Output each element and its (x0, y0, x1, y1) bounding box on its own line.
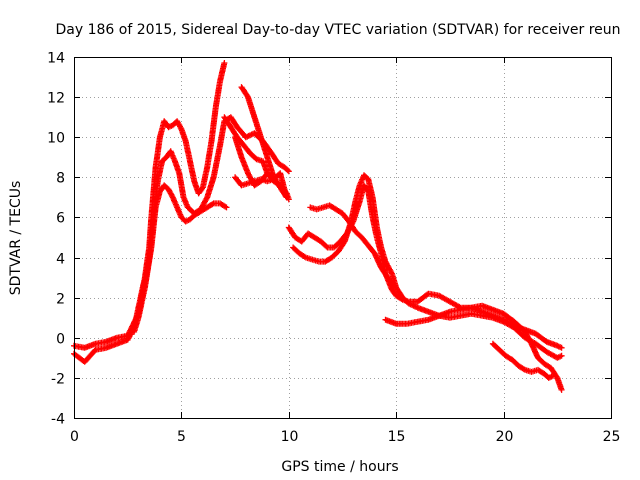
chart-title: Day 186 of 2015, Sidereal Day-to-day VTE… (55, 22, 620, 38)
data-point (550, 372, 556, 379)
data-marker (199, 185, 205, 192)
x-tick-label: 5 (177, 429, 186, 445)
series-track-11 (382, 302, 565, 393)
data-marker (209, 201, 216, 208)
x-tick-label: 25 (603, 429, 621, 445)
data-point (558, 386, 565, 393)
plot-frame (74, 57, 612, 419)
x-axis-label: GPS time / hours (281, 459, 398, 475)
series-track-3 (131, 182, 230, 335)
data-point (558, 352, 565, 359)
data-point (558, 344, 565, 351)
data-marker (169, 193, 176, 200)
series-track-10 (307, 202, 398, 291)
series-track-12 (489, 340, 556, 381)
x-tick-label: 0 (70, 429, 79, 445)
x-tick-label: 10 (281, 429, 299, 445)
y-tick-label: -2 (51, 372, 65, 388)
y-tick-label: 2 (56, 292, 65, 308)
axis-ticks: 0 5 10 15 20 25 -4 -2 0 2 4 6 8 10 12 14 (47, 51, 620, 446)
data-marker (301, 253, 308, 260)
y-tick-label: 0 (56, 332, 65, 348)
data-marker (388, 269, 395, 276)
y-tick-label: 8 (56, 171, 65, 187)
data-marker (520, 366, 527, 373)
y-tick-label: -4 (51, 412, 65, 428)
data-point (223, 204, 230, 211)
x-tick-label: 20 (496, 429, 514, 445)
data-point (221, 60, 228, 66)
y-tick-label: 6 (56, 211, 65, 227)
data-series (71, 60, 565, 393)
data-marker (222, 203, 229, 210)
data-marker (323, 243, 330, 250)
data-point (391, 284, 398, 291)
data-point (285, 168, 292, 175)
data-marker (390, 283, 397, 290)
y-tick-label: 14 (47, 51, 65, 67)
y-axis-label: SDTVAR / TECUs (8, 181, 24, 296)
data-point (283, 194, 290, 201)
series-track-4 (221, 114, 292, 203)
y-tick-label: 10 (47, 131, 65, 147)
data-marker (284, 167, 291, 174)
series-track-7 (232, 170, 290, 201)
y-tick-label: 12 (47, 91, 65, 107)
y-tick-label: 4 (56, 252, 65, 268)
x-tick-label: 15 (388, 429, 406, 445)
